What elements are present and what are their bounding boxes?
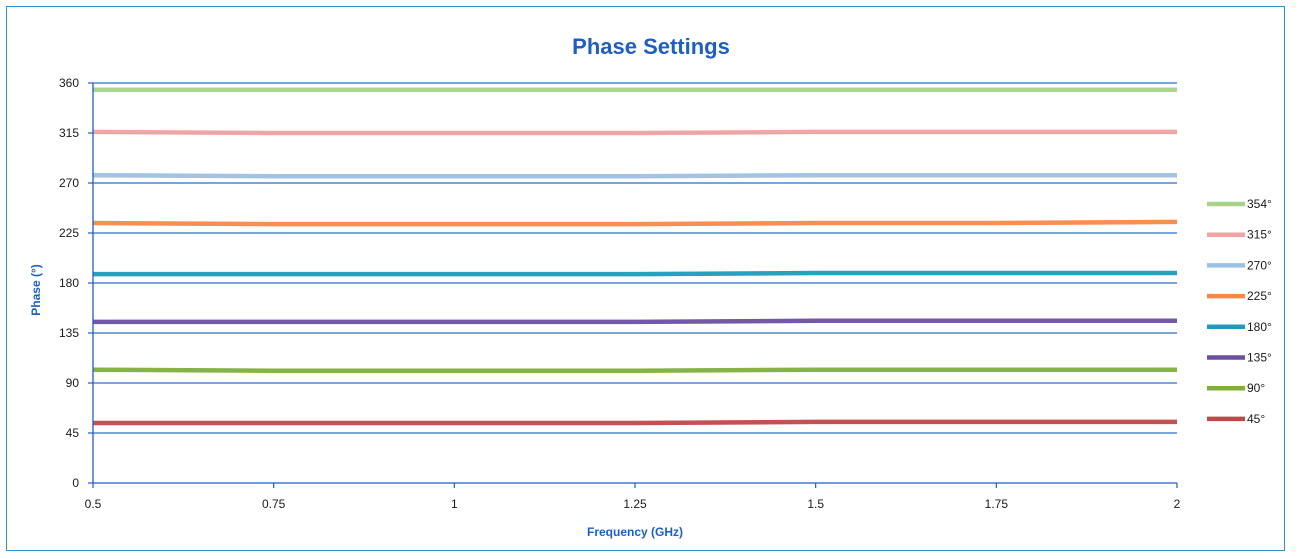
legend-label: 90°: [1247, 381, 1265, 395]
series-line: [92, 219, 1178, 227]
x-tick-label: 2: [1174, 497, 1181, 511]
x-tick-label: 1.25: [623, 497, 647, 511]
y-tick-label: 360: [59, 76, 79, 90]
legend-label: 45°: [1247, 412, 1265, 426]
y-tick-label: 315: [59, 126, 79, 140]
series-line: [92, 129, 1177, 136]
legend-label: 354°: [1247, 197, 1272, 211]
y-tick-label: 135: [59, 326, 79, 340]
gridlines: [93, 82, 1177, 434]
y-tick-label: 45: [66, 426, 80, 440]
legend-label: 180°: [1247, 320, 1272, 334]
legend-label: 135°: [1247, 351, 1272, 365]
y-tick-label: 225: [59, 226, 79, 240]
chart-title: Phase Settings: [572, 34, 730, 59]
series-line: [92, 367, 1177, 374]
series-line: [92, 172, 1177, 179]
x-tick-label: 0.5: [85, 497, 102, 511]
series-line: [93, 318, 1177, 325]
chart-frame: [6, 6, 1285, 551]
x-tick-label: 1.5: [807, 497, 824, 511]
x-tick-label: 1: [451, 497, 458, 511]
axes: [88, 82, 1178, 488]
y-tick-label: 90: [66, 376, 80, 390]
legend-label: 315°: [1247, 228, 1272, 242]
legend: 354° 315° 270° 225° 180° 135° 90° 45°: [1207, 197, 1272, 426]
y-tick-label: 270: [59, 176, 79, 190]
y-tick-label: 180: [59, 276, 79, 290]
y-axis-label: Phase (°): [29, 264, 43, 315]
legend-label: 270°: [1247, 258, 1272, 272]
x-tick-label: 0.75: [262, 497, 286, 511]
series-line: [93, 419, 1177, 426]
x-axis-label: Frequency (GHz): [587, 525, 683, 539]
legend-label: 225°: [1247, 289, 1272, 303]
series-line: [93, 270, 1177, 277]
series-layer: [92, 87, 1178, 426]
y-tick-label: 0: [72, 476, 79, 490]
tick-labels: 0 45 90 135 180 225 270 315 360 0.5 0.75 1 1.25 1.5 1.…: [59, 76, 1181, 511]
x-tick-label: 1.75: [985, 497, 1009, 511]
